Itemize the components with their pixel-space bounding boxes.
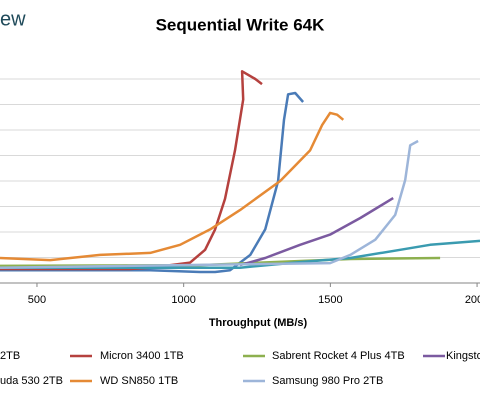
brand-logo: ew (0, 8, 26, 30)
series-line (0, 239, 480, 269)
legend-label: Samsung 980 Pro 2TB (272, 375, 383, 387)
x-tick-label: 2000 (465, 294, 480, 306)
series-line (0, 91, 305, 274)
legend-label: Sabrent Rocket 4 Plus 4TB (272, 350, 405, 362)
series-line (0, 70, 263, 271)
x-axis-title: Throughput (MB/s) (209, 317, 308, 329)
x-tick-label: 1500 (318, 294, 342, 306)
series-line (0, 139, 419, 269)
legend-label: Micron 3400 1TB (100, 350, 184, 362)
legend-label: WD SN850 1TB (100, 375, 178, 387)
legend-label: 2TB (0, 350, 20, 362)
series-line (239, 197, 394, 267)
x-tick-label: 1000 (171, 294, 195, 306)
legend-label: uda 530 2TB (0, 375, 63, 387)
legend-label: Kingsto (446, 350, 480, 362)
x-tick-label: 500 (28, 294, 46, 306)
series-line (0, 111, 345, 262)
chart-title: Sequential Write 64K (156, 15, 326, 34)
